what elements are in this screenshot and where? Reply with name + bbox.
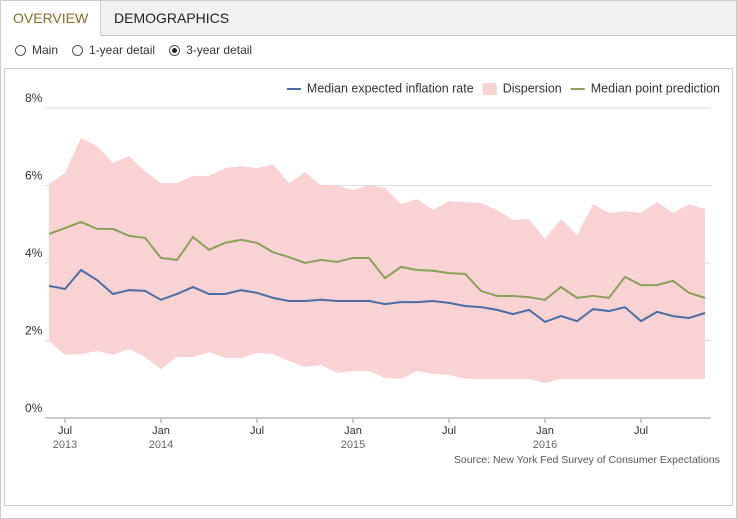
y-tick-label: 0%: [25, 401, 43, 415]
chart-panel: [4, 68, 733, 506]
radio-option[interactable]: Main: [15, 43, 58, 57]
radio-label: 3-year detail: [186, 43, 253, 57]
radio-label: 1-year detail: [89, 43, 156, 57]
radio-label: Main: [32, 43, 59, 57]
x-year-label: 2014: [149, 439, 173, 451]
y-tick-label: 8%: [25, 91, 43, 105]
radio-option[interactable]: 3-year detail: [169, 43, 252, 57]
x-tick-label: Jul: [634, 425, 648, 437]
radio-button[interactable]: [15, 45, 26, 56]
x-tick-label: Jul: [442, 425, 456, 437]
x-tick-label: Jan: [344, 425, 362, 437]
tab-bar: OVERVIEW DEMOGRAPHICS: [1, 1, 736, 36]
legend-label: Median expected inflation rate: [307, 81, 474, 95]
legend-swatch: [482, 83, 497, 95]
y-tick-label: 6%: [25, 169, 43, 183]
radio-button[interactable]: [169, 45, 181, 56]
x-year-label: 2016: [533, 439, 557, 451]
legend-label: Dispersion: [503, 81, 562, 95]
series-line: [48, 220, 706, 301]
y-tick-label: 2%: [25, 324, 43, 338]
x-year-label: 2013: [53, 439, 77, 451]
dispersion-band: [49, 137, 705, 384]
tab[interactable]: OVERVIEW: [1, 1, 102, 36]
tab[interactable]: DEMOGRAPHICS: [114, 10, 230, 26]
x-year-label: 2015: [341, 439, 365, 451]
x-tick-label: Jan: [536, 425, 554, 437]
x-tick-label: Jan: [152, 425, 170, 437]
source-note: Source: New York Fed Survey of Consumer …: [454, 454, 720, 466]
radio-button[interactable]: [72, 45, 84, 56]
x-tick-label: Jul: [250, 425, 264, 437]
series-line: [48, 268, 706, 324]
legend-label: Median point prediction: [591, 81, 720, 95]
radio-option[interactable]: 1-year detail: [72, 43, 155, 57]
y-tick-label: 4%: [25, 246, 43, 260]
x-tick-label: Jul: [58, 425, 72, 437]
view-options: Main 1-year detail 3-year detail: [15, 43, 266, 57]
